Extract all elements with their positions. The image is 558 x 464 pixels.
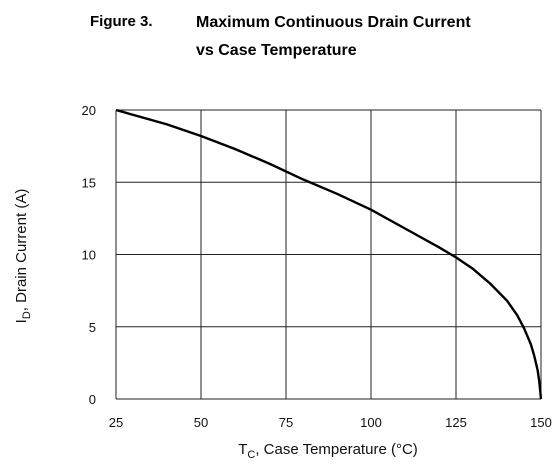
y-tick-label: 10 [82,248,96,263]
x-tick-label: 100 [360,415,382,430]
y-tick-label: 0 [89,392,96,407]
x-axis-label-symbol: T [238,441,247,458]
y-tick-label: 15 [82,175,96,190]
y-axis-label: ID, Drain Current (A) [13,189,33,324]
y-axis-label-text: , Drain Current (A) [13,189,30,312]
x-axis-label: TC, Case Temperature (°C) [238,441,418,461]
x-tick-label: 150 [530,415,552,430]
x-axis-label-text: , Case Temperature (°C) [255,441,417,458]
y-tick-label: 20 [82,103,96,118]
series-layer [115,108,543,400]
y-axis-label-subscript: D [21,311,33,319]
figure-title-line1: Maximum Continuous Drain Current [196,14,471,31]
x-tick-label: 50 [194,415,208,430]
x-tick-label: 125 [445,415,467,430]
y-tick-label: 5 [89,320,96,335]
x-tick-label: 75 [279,415,293,430]
series-line [115,108,543,400]
y-axis-label-symbol: I [13,319,30,323]
figure-number: Figure 3. [90,13,153,30]
x-tick-label: 25 [109,415,123,430]
figure-title-line2: vs Case Temperature [196,42,357,59]
tick-labels: 25 50 75 100 125 150 0 5 10 15 20 [82,103,552,430]
grid [115,109,542,400]
x-axis-label-subscript: C [247,449,255,461]
